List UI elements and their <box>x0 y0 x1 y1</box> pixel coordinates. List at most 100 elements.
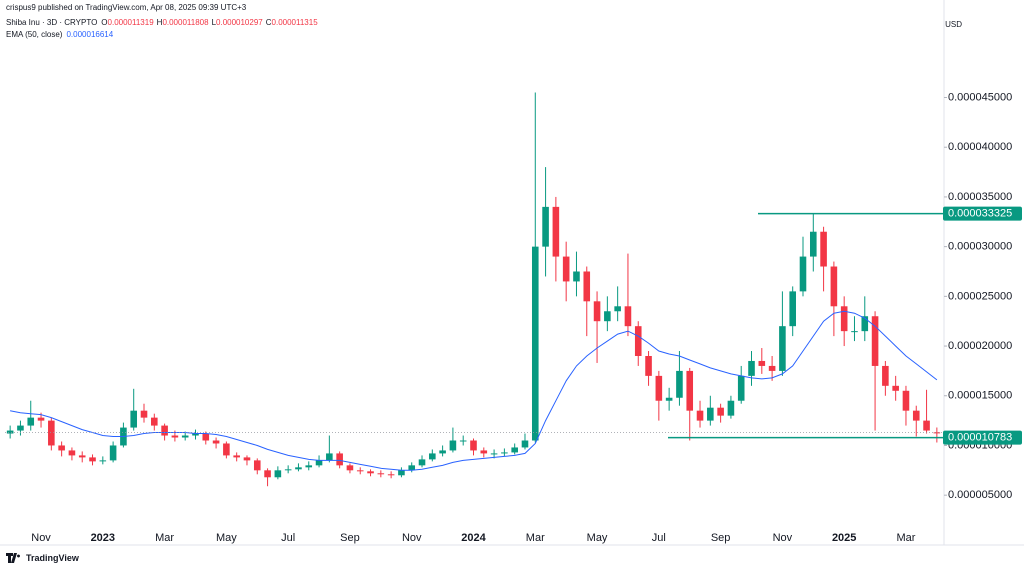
x-tick-label: Mar <box>155 532 174 544</box>
x-tick-label: Nov <box>402 532 422 544</box>
candle-body <box>377 473 385 475</box>
candle-body <box>933 432 941 434</box>
candle-body <box>326 453 333 461</box>
candle-body <box>58 445 65 451</box>
candle-body <box>264 470 271 478</box>
ohlc-key: H <box>156 18 163 27</box>
candle-body <box>676 370 683 398</box>
candle-body <box>398 470 405 476</box>
candle-body <box>192 433 199 436</box>
logo-text: TradingView <box>26 553 79 563</box>
candle-body <box>604 311 611 322</box>
candle-body <box>562 256 570 282</box>
candle-body <box>181 435 189 438</box>
candle-body <box>552 206 560 257</box>
candle-body <box>336 453 343 466</box>
y-tick-label: 0.000020000 <box>948 340 1012 352</box>
y-tick-label: 0.000035000 <box>948 191 1012 203</box>
ohlc-item: H0.000011808 <box>157 18 209 27</box>
ohlc-key: L <box>211 18 217 27</box>
candle-body <box>542 206 549 247</box>
x-tick-label: 2023 <box>91 532 115 544</box>
level-label-box <box>943 206 1022 221</box>
candle-body <box>665 397 673 401</box>
candle-body <box>830 266 838 307</box>
candle-body <box>130 410 138 428</box>
candle-body <box>48 420 55 446</box>
candle-body <box>737 375 745 401</box>
candle-body <box>696 410 704 421</box>
ohlc-value: 0.000011315 <box>271 18 318 27</box>
publish-text: crispus9 published on TradingView.com, A… <box>6 3 247 12</box>
x-tick-label: Sep <box>340 532 360 544</box>
candle-body <box>171 435 179 438</box>
level-label: 0.000010783 <box>948 432 1012 444</box>
candle-body <box>284 469 292 471</box>
candle-body <box>727 400 735 416</box>
x-tick-label: Mar <box>896 532 915 544</box>
logo-icon <box>6 553 20 563</box>
candle-body <box>233 455 240 458</box>
candle-body <box>820 231 827 267</box>
candle-body <box>912 410 920 421</box>
candle-body <box>758 360 766 366</box>
candle-body <box>573 271 580 282</box>
candle-body <box>274 470 282 478</box>
candle-body <box>717 407 724 416</box>
x-tick-label: May <box>587 532 608 544</box>
ohlc-item: L0.000010297 <box>212 18 263 27</box>
candle-body <box>809 231 817 257</box>
candle-body <box>305 465 313 468</box>
candle-body <box>243 457 251 461</box>
candle-body <box>634 326 642 356</box>
y-tick-label: 0.000015000 <box>948 390 1012 402</box>
y-tick-label: 0.000045000 <box>948 91 1012 103</box>
candle-body <box>387 474 395 476</box>
candle-body <box>789 291 796 327</box>
y-tick-label: 0.000030000 <box>948 241 1012 253</box>
candle-body <box>480 450 488 454</box>
logo: TradingView <box>6 553 79 563</box>
candle-body <box>6 430 14 434</box>
candle-body <box>851 331 858 333</box>
candle-body <box>861 316 869 332</box>
candle-body <box>892 385 899 391</box>
x-tick-label: Mar <box>526 532 545 544</box>
candle-body <box>449 440 457 451</box>
ema-row: EMA (50, close) 0.000016614 <box>6 30 113 39</box>
publish-info: crispus9 published on TradingView.com, A… <box>6 3 246 12</box>
candle-body <box>212 440 220 444</box>
candle-body <box>748 360 755 376</box>
candle-body <box>882 365 889 386</box>
candle-body <box>27 417 35 426</box>
candle-body <box>408 465 416 471</box>
x-tick-label: 2025 <box>832 532 856 544</box>
candle-body <box>707 407 714 421</box>
candle-body <box>89 457 96 462</box>
ohlc-value: 0.000011808 <box>162 18 209 27</box>
ohlc-key: O <box>101 18 108 27</box>
candle-body <box>614 306 621 312</box>
candle-body <box>923 420 930 431</box>
x-tick-label: 2024 <box>461 532 486 544</box>
x-tick-label: Jul <box>281 532 295 544</box>
x-tick-label: Nov <box>773 532 793 544</box>
candle-body <box>459 440 467 442</box>
candle-body <box>439 450 446 454</box>
y-tick-label: 0.000025000 <box>948 290 1012 302</box>
candle-body <box>367 471 374 474</box>
x-tick-label: Sep <box>711 532 731 544</box>
candle-body <box>315 460 323 466</box>
level-label-box <box>943 430 1022 445</box>
candle-body <box>490 453 498 455</box>
x-tick-label: May <box>216 532 237 544</box>
ohlc-value: 0.000011319 <box>107 18 154 27</box>
candle-body <box>346 465 354 471</box>
candle-body <box>253 460 261 471</box>
ohlc-item: O0.000011319 <box>101 18 153 27</box>
candle-body <box>295 467 302 470</box>
ohlc-key: C <box>265 18 272 27</box>
level-label: 0.000033325 <box>948 207 1012 219</box>
y-tick-label: 0.000040000 <box>948 141 1012 153</box>
